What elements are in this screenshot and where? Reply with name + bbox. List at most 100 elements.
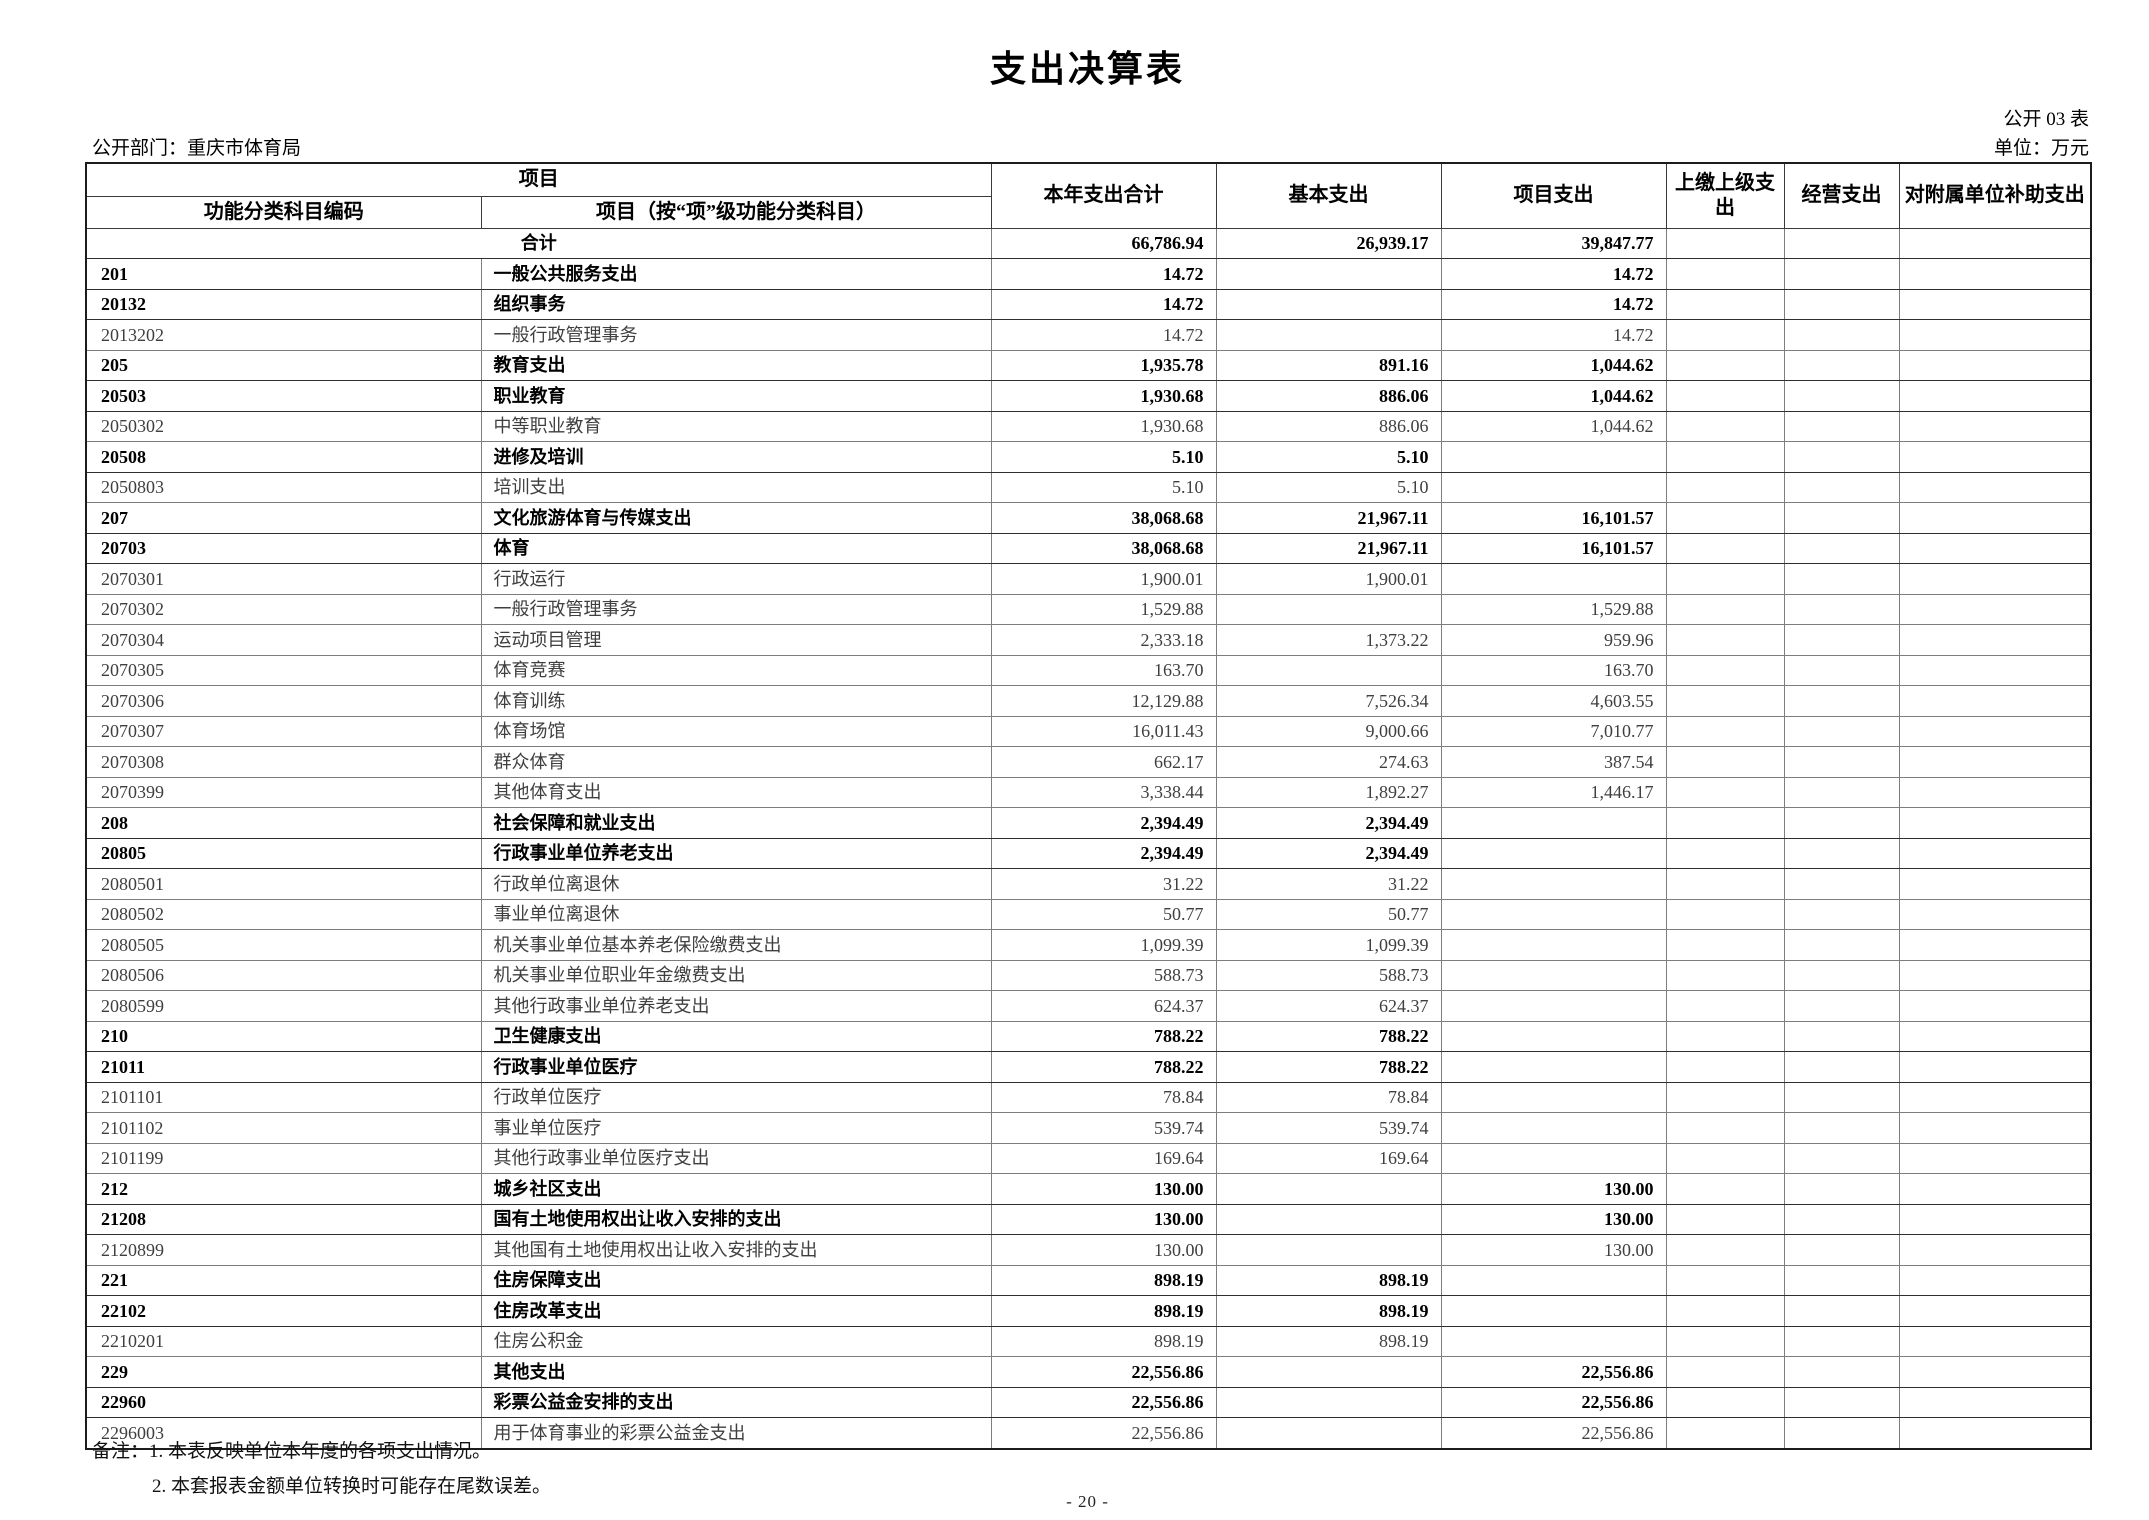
cell-code: 2120899 [85, 1234, 482, 1266]
cell-total: 5.10 [990, 471, 1217, 503]
cell-operating [1783, 868, 1900, 900]
cell-project: 22,556.86 [1440, 1356, 1667, 1388]
cell-item: 住房保障支出 [480, 1264, 992, 1296]
cell-total: 788.22 [990, 1020, 1217, 1052]
cell-operating [1783, 1142, 1900, 1174]
cell-operating [1783, 319, 1900, 351]
cell-basic: 9,000.66 [1215, 715, 1442, 747]
cell-subsidy [1898, 868, 2092, 900]
cell-subsidy [1898, 227, 2092, 259]
cell-item: 合计 [85, 227, 992, 259]
cell-project: 1,044.62 [1440, 380, 1667, 412]
cell-subsidy [1898, 1081, 2092, 1113]
cell-item: 运动项目管理 [480, 624, 992, 656]
cell-subsidy [1898, 349, 2092, 381]
cell-project: 163.70 [1440, 654, 1667, 686]
cell-upper [1665, 624, 1785, 656]
cell-project [1440, 1051, 1667, 1083]
cell-project [1440, 898, 1667, 930]
cell-upper [1665, 959, 1785, 991]
cell-subsidy [1898, 288, 2092, 320]
cell-operating [1783, 1234, 1900, 1266]
cell-total: 38,068.68 [990, 502, 1217, 534]
table-row: 2070302 一般行政管理事务 1,529.88 1,529.88 [85, 593, 2092, 625]
cell-project [1440, 1325, 1667, 1357]
cell-operating [1783, 1417, 1900, 1449]
table-row: 2210201 住房公积金 898.19 898.19 [85, 1325, 2092, 1357]
cell-subsidy [1898, 624, 2092, 656]
table-row: 20508 进修及培训 5.10 5.10 [85, 441, 2092, 473]
cell-code: 207 [85, 502, 482, 534]
cell-operating [1783, 349, 1900, 381]
cell-upper [1665, 990, 1785, 1022]
cell-total: 14.72 [990, 319, 1217, 351]
cell-total: 12,129.88 [990, 685, 1217, 717]
cell-code: 201 [85, 258, 482, 290]
table-row: 229 其他支出 22,556.86 22,556.86 [85, 1356, 2092, 1388]
cell-basic: 1,099.39 [1215, 929, 1442, 961]
cell-upper [1665, 1173, 1785, 1205]
cell-upper [1665, 1020, 1785, 1052]
cell-code: 20508 [85, 441, 482, 473]
table-row: 合计 66,786.94 26,939.17 39,847.77 [85, 227, 2092, 259]
cell-upper [1665, 380, 1785, 412]
cell-project [1440, 837, 1667, 869]
cell-subsidy [1898, 380, 2092, 412]
cell-basic [1215, 1386, 1442, 1418]
cell-upper [1665, 1142, 1785, 1174]
cell-subsidy [1898, 1051, 2092, 1083]
cell-code: 21208 [85, 1203, 482, 1235]
cell-upper [1665, 837, 1785, 869]
cell-code: 2080502 [85, 898, 482, 930]
cell-total: 1,900.01 [990, 563, 1217, 595]
table-body: 合计 66,786.94 26,939.17 39,847.77 201 一般公共服务支出… [85, 227, 2092, 1449]
table-row: 205 教育支出 1,935.78 891.16 1,044.62 [85, 349, 2092, 381]
table-row: 2120899 其他国有土地使用权出让收入安排的支出 130.00 130.00 [85, 1234, 2092, 1266]
table-row: 207 文化旅游体育与传媒支出 38,068.68 21,967.11 16,101.5… [85, 502, 2092, 534]
table-row: 2070301 行政运行 1,900.01 1,900.01 [85, 563, 2092, 595]
cell-item: 进修及培训 [480, 441, 992, 473]
cell-code: 221 [85, 1264, 482, 1296]
cell-code: 2070302 [85, 593, 482, 625]
cell-code: 20132 [85, 288, 482, 320]
cell-upper [1665, 1356, 1785, 1388]
cell-basic: 898.19 [1215, 1295, 1442, 1327]
cell-basic: 78.84 [1215, 1081, 1442, 1113]
cell-upper [1665, 807, 1785, 839]
cell-basic: 898.19 [1215, 1325, 1442, 1357]
cell-item: 培训支出 [480, 471, 992, 503]
cell-upper [1665, 1081, 1785, 1113]
cell-subsidy [1898, 1112, 2092, 1144]
cell-subsidy [1898, 1234, 2092, 1266]
cell-item: 体育训练 [480, 685, 992, 717]
header-total: 本年支出合计 [990, 162, 1217, 229]
form-number: 公开 03 表 [2003, 109, 2089, 130]
cell-code: 2013202 [85, 319, 482, 351]
cell-upper [1665, 1417, 1785, 1449]
cell-basic: 21,967.11 [1215, 502, 1442, 534]
cell-project [1440, 868, 1667, 900]
cell-code: 20503 [85, 380, 482, 412]
cell-code: 210 [85, 1020, 482, 1052]
table-row: 2080599 其他行政事业单位养老支出 624.37 624.37 [85, 990, 2092, 1022]
cell-item: 机关事业单位基本养老保险缴费支出 [480, 929, 992, 961]
table-row: 2101102 事业单位医疗 539.74 539.74 [85, 1112, 2092, 1144]
cell-basic [1215, 258, 1442, 290]
cell-basic: 2,394.49 [1215, 807, 1442, 839]
cell-code: 2070307 [85, 715, 482, 747]
cell-item: 城乡社区支出 [480, 1173, 992, 1205]
cell-basic [1215, 654, 1442, 686]
cell-subsidy [1898, 1386, 2092, 1418]
cell-item: 组织事务 [480, 288, 992, 320]
cell-total: 22,556.86 [990, 1356, 1217, 1388]
cell-project: 14.72 [1440, 319, 1667, 351]
cell-subsidy [1898, 593, 2092, 625]
cell-operating [1783, 471, 1900, 503]
cell-subsidy [1898, 929, 2092, 961]
cell-operating [1783, 410, 1900, 442]
cell-code: 2080506 [85, 959, 482, 991]
cell-operating [1783, 502, 1900, 534]
expenditure-table: 项目 本年支出合计 基本支出 项目支出 上缴上级支出 经营支出 对附属单位补助支… [85, 162, 2092, 1450]
cell-subsidy [1898, 441, 2092, 473]
note-line-2: 2. 本套报表金额单位转换时可能存在尾数误差。 [152, 1476, 552, 1497]
